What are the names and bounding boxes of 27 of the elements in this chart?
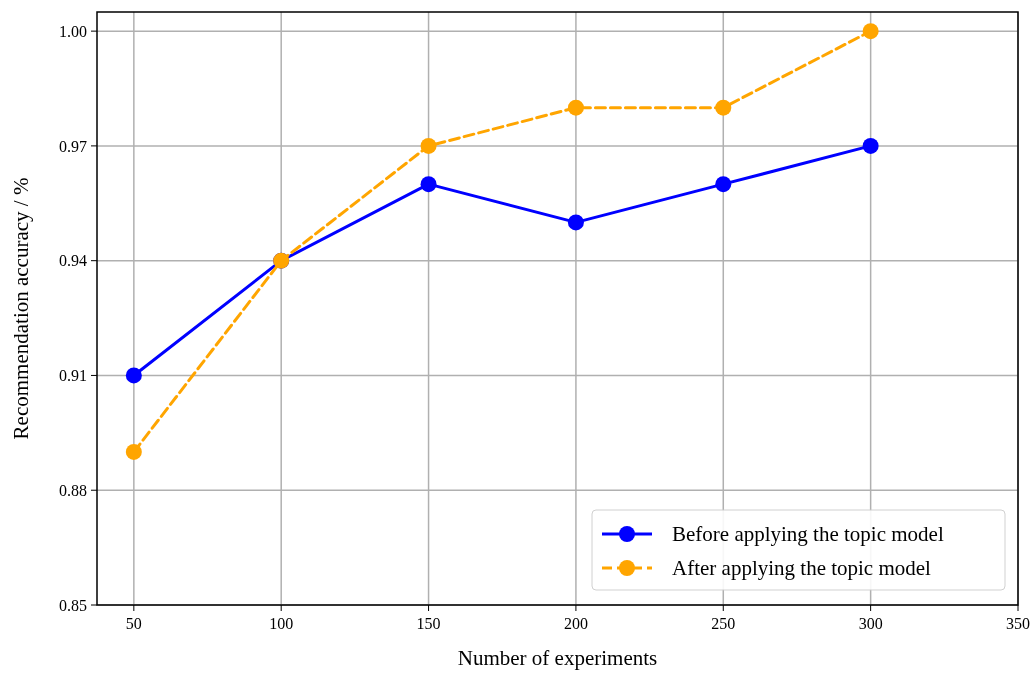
point (125, 443, 142, 460)
y-axis-title: Recommendation accuracy / % (9, 177, 33, 440)
y-tick-label: 0.91 (59, 367, 87, 385)
point (567, 99, 584, 116)
x-tick-label: 350 (1006, 615, 1030, 632)
point (862, 23, 879, 40)
y-tick-label: 0.85 (59, 596, 87, 614)
y-tick-label: 0.94 (59, 252, 87, 270)
x-tick-label: 100 (269, 615, 294, 632)
y-tick-label: 1.00 (59, 22, 87, 40)
point (715, 99, 732, 116)
point (420, 176, 437, 193)
point (862, 137, 879, 154)
x-tick-label: 250 (711, 615, 736, 632)
y-tick-label: 0.88 (59, 481, 87, 499)
point (420, 137, 437, 154)
point (125, 367, 142, 384)
point (715, 176, 732, 193)
x-tick-label: 150 (416, 615, 441, 632)
x-axis-title: Number of experiments (457, 646, 658, 670)
x-tick-label: 300 (858, 615, 883, 632)
x-tick-label: 50 (125, 615, 142, 632)
legend-label: After applying the topic model (672, 556, 932, 581)
point (567, 214, 584, 231)
x-tick-label: 200 (563, 615, 588, 632)
y-tick-label: 0.97 (59, 137, 87, 155)
legend-label: Before applying the topic model (672, 522, 944, 547)
